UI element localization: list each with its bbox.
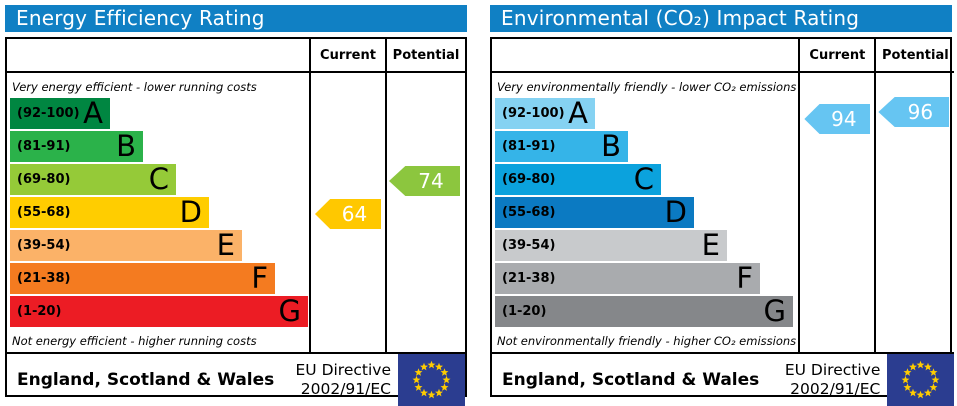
band-a-range: (92-100) (17, 106, 80, 121)
band-d-letter: D (179, 195, 202, 229)
band-a-range: (92-100) (502, 106, 565, 121)
bottom-note: Not energy efficient - higher running co… (12, 334, 257, 348)
band-c-range: (69-80) (17, 172, 71, 187)
potential-column-header: Potential (876, 39, 955, 73)
potential-rating-arrow: 96 (878, 97, 950, 127)
bottom-note: Not environmentally friendly - higher CO… (497, 334, 797, 348)
band-b: (81-91) B (10, 131, 143, 162)
band-a: (92-100) A (495, 98, 595, 129)
current-column-header: Current (311, 39, 387, 73)
table-corner-cell (7, 39, 311, 73)
current-rating-column: 64 (311, 73, 387, 352)
environmental-bands-area: Very environmentally friendly - lower CO… (492, 73, 801, 352)
environmental-impact-panel: Environmental (CO₂) Impact Rating Curren… (490, 5, 955, 406)
band-d: (55-68) D (10, 197, 209, 228)
current-column-header: Current (800, 39, 877, 73)
band-d-letter: D (664, 195, 687, 229)
band-b-range: (81-91) (17, 139, 71, 154)
environmental-rating-table: Current Potential Very environmentally f… (490, 37, 955, 406)
band-g-letter: G (763, 294, 786, 328)
current-rating-arrow: 94 (804, 104, 871, 134)
table-corner-cell (492, 39, 801, 73)
energy-efficiency-panel: Energy Efficiency Rating Current Potenti… (5, 5, 467, 406)
band-g: (1-20) G (10, 296, 308, 327)
epc-charts: Energy Efficiency Rating Current Potenti… (5, 5, 955, 406)
potential-rating-value: 74 (418, 169, 444, 193)
band-f: (21-38) F (495, 263, 760, 294)
current-rating-value: 64 (341, 202, 368, 226)
eu-flag-icon (887, 354, 955, 406)
top-note: Very energy efficient - lower running co… (12, 80, 257, 94)
environmental-panel-title: Environmental (CO₂) Impact Rating (490, 5, 952, 32)
band-f-range: (21-38) (17, 271, 71, 286)
band-f-letter: F (251, 261, 268, 295)
band-a: (92-100) A (10, 98, 110, 129)
energy-panel-title: Energy Efficiency Rating (5, 5, 467, 32)
band-b: (81-91) B (495, 131, 628, 162)
band-a-letter: A (83, 96, 103, 130)
potential-rating-column: 74 (387, 73, 465, 352)
band-g-range: (1-20) (17, 304, 62, 319)
band-c: (69-80) C (10, 164, 176, 195)
band-g: (1-20) G (495, 296, 793, 327)
band-f-letter: F (736, 261, 753, 295)
footer-region: England, Scotland & Wales (502, 370, 760, 390)
band-g-letter: G (278, 294, 301, 328)
band-b-letter: B (601, 129, 621, 163)
potential-rating-arrow: 74 (389, 166, 460, 196)
current-rating-arrow: 64 (315, 199, 381, 229)
eu-directive-line1: EU Directive (295, 361, 392, 380)
band-d: (55-68) D (495, 197, 694, 228)
eu-flag-icon (398, 354, 465, 406)
current-rating-column: 94 (800, 73, 877, 352)
band-e: (39-54) E (495, 230, 727, 261)
band-c-range: (69-80) (502, 172, 556, 187)
top-note: Very environmentally friendly - lower CO… (497, 80, 797, 94)
eu-directive-line2: 2002/91/EC (300, 380, 391, 398)
band-c-letter: C (148, 162, 169, 196)
band-c-letter: C (633, 162, 654, 196)
eu-directive: EU Directive 2002/91/EC (785, 361, 881, 398)
eu-directive-line1: EU Directive (784, 361, 881, 380)
energy-rating-table: Current Potential Very energy efficient … (5, 37, 467, 406)
band-g-range: (1-20) (502, 304, 547, 319)
band-f: (21-38) F (10, 263, 275, 294)
eu-directive: EU Directive 2002/91/EC (296, 361, 392, 398)
potential-column-header: Potential (387, 39, 465, 73)
band-e-letter: E (701, 228, 720, 262)
band-e: (39-54) E (10, 230, 242, 261)
potential-rating-value: 96 (907, 100, 934, 124)
band-f-range: (21-38) (502, 271, 556, 286)
current-rating-value: 94 (831, 107, 857, 131)
band-d-range: (55-68) (502, 205, 556, 220)
table-footer: England, Scotland & Wales EU Directive 2… (7, 352, 465, 406)
potential-rating-column: 96 (876, 73, 954, 352)
footer-region: England, Scotland & Wales (17, 370, 275, 390)
band-a-letter: A (568, 96, 588, 130)
band-b-letter: B (116, 129, 136, 163)
band-e-range: (39-54) (17, 238, 71, 253)
band-d-range: (55-68) (17, 205, 71, 220)
table-footer: England, Scotland & Wales EU Directive 2… (492, 352, 955, 406)
energy-bands-area: Very energy efficient - lower running co… (7, 73, 311, 352)
band-b-range: (81-91) (502, 139, 556, 154)
band-c: (69-80) C (495, 164, 661, 195)
band-e-letter: E (216, 228, 235, 262)
eu-directive-line2: 2002/91/EC (790, 380, 881, 398)
band-e-range: (39-54) (502, 238, 556, 253)
